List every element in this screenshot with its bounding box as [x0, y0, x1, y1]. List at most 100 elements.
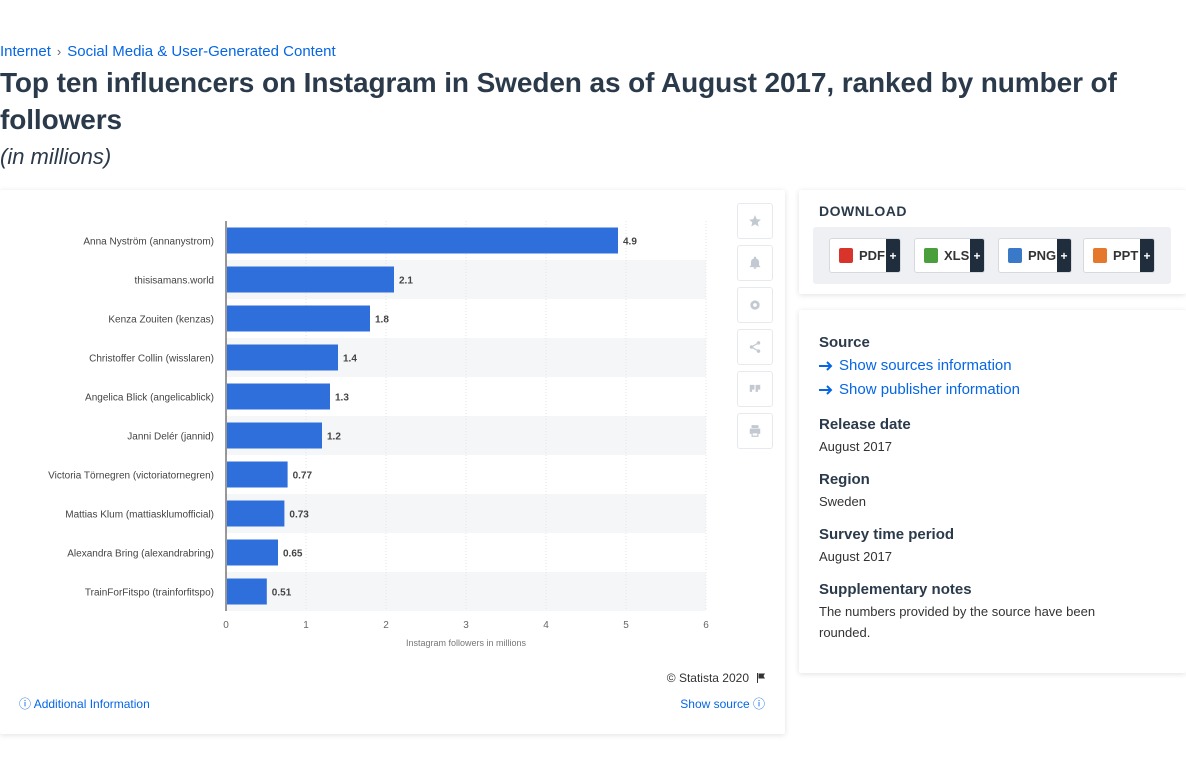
release-date-value: August 2017: [819, 439, 893, 454]
bar: [227, 227, 618, 254]
bell-icon: [749, 256, 761, 269]
show-publisher-link[interactable]: Show publisher information: [819, 381, 1020, 398]
show-source-link[interactable]: Show source ⓘ: [680, 695, 765, 712]
value-label: 2.1: [399, 276, 413, 287]
supplementary-notes-label: Supplementary notes: [819, 581, 972, 598]
x-tick-label: 6: [703, 620, 709, 631]
survey-period-value: August 2017: [819, 549, 893, 564]
cite-button[interactable]: [737, 371, 773, 407]
download-png-button[interactable]: PNG +: [998, 238, 1072, 273]
plus-icon: +: [1140, 239, 1154, 272]
xls-file-icon: [924, 248, 938, 263]
bar: [227, 305, 370, 332]
x-tick-label: 0: [223, 620, 229, 631]
value-label: 0.77: [293, 471, 313, 482]
plus-icon: +: [970, 239, 984, 272]
download-ppt-label: PPT: [1113, 248, 1139, 263]
category-label: Alexandra Bring (alexandrabring): [67, 549, 214, 560]
share-icon: [749, 341, 761, 353]
download-png-label: PNG: [1028, 248, 1057, 263]
info-icon: ⓘ: [752, 697, 765, 711]
x-tick-label: 2: [383, 620, 389, 631]
settings-button[interactable]: [737, 287, 773, 323]
page-subtitle: (in millions): [0, 144, 112, 169]
bar: [227, 383, 330, 410]
download-title: DOWNLOAD: [819, 203, 907, 219]
category-label: Anna Nyström (annanystrom): [83, 237, 214, 248]
download-buttons: PDF + XLS + PNG + PPT +: [813, 227, 1171, 284]
value-label: 0.51: [272, 588, 292, 599]
show-sources-label: Show sources information: [839, 357, 1012, 374]
category-label: thisisamans.world: [135, 276, 214, 287]
flag-icon[interactable]: [755, 672, 767, 684]
x-axis-title: Instagram followers in millions: [406, 638, 527, 648]
value-label: 1.8: [375, 315, 389, 326]
category-label: Mattias Klum (mattiasklumofficial): [65, 510, 214, 521]
chart-card: 0 1 2 3 4 5 6 Anna Nyström (annanystrom) 4.9 this…: [0, 190, 785, 734]
show-sources-link[interactable]: Show sources information: [819, 357, 1012, 374]
bar: [227, 266, 394, 293]
print-icon: [749, 425, 761, 437]
show-publisher-label: Show publisher information: [839, 381, 1020, 398]
copyright: © Statista 2020: [667, 671, 767, 685]
value-label: 0.73: [289, 510, 309, 521]
download-pdf-label: PDF: [859, 248, 885, 263]
bar: [227, 578, 267, 605]
bar-chart: 0 1 2 3 4 5 6 Anna Nyström (annanystrom) 4.9 this…: [48, 221, 709, 648]
download-ppt-button[interactable]: PPT +: [1083, 238, 1155, 273]
bar: [227, 422, 322, 449]
copyright-text: © Statista 2020: [666, 671, 749, 685]
region-value: Sweden: [819, 494, 866, 509]
arrow-right-icon: [819, 384, 833, 395]
download-xls-button[interactable]: XLS +: [914, 238, 985, 273]
download-xls-label: XLS: [944, 248, 970, 263]
category-label: Victoria Törnegren (victoriatornegren): [48, 471, 214, 482]
bar: [227, 500, 285, 527]
chart-tools: [737, 203, 773, 455]
x-tick-label: 1: [303, 620, 309, 631]
breadcrumb-item-social-media[interactable]: Social Media & User-Generated Content: [67, 43, 336, 60]
x-tick-label: 5: [623, 620, 629, 631]
survey-period-label: Survey time period: [819, 526, 955, 543]
breadcrumb-separator: ›: [56, 44, 62, 59]
breadcrumb-item-internet[interactable]: Internet: [0, 43, 51, 60]
statistic-info-card: Source Show sources information Show pub…: [799, 310, 1186, 673]
arrow-right-icon: [819, 360, 833, 371]
print-button[interactable]: [737, 413, 773, 449]
pdf-file-icon: [839, 248, 853, 263]
bar: [227, 461, 288, 488]
ppt-file-icon: [1093, 248, 1107, 263]
page-title: Top ten influencers on Instagram in Swed…: [0, 67, 1117, 135]
download-card: DOWNLOAD PDF + XLS + PNG + PPT +: [799, 190, 1186, 294]
favorite-button[interactable]: [737, 203, 773, 239]
category-label: TrainForFitspo (trainforfitspo): [85, 588, 214, 599]
info-icon: ⓘ: [19, 697, 32, 711]
category-label: Angelica Blick (angelicablick): [85, 393, 214, 404]
show-source-label: Show source: [680, 697, 750, 711]
star-icon: [749, 215, 761, 227]
x-tick-label: 4: [543, 620, 549, 631]
release-date-label: Release date: [819, 416, 911, 433]
bar: [227, 539, 278, 566]
value-label: 1.3: [335, 393, 349, 404]
category-label: Janni Delér (jannid): [127, 432, 214, 443]
gear-icon: [750, 300, 760, 310]
x-tick-label: 3: [463, 620, 469, 631]
value-label: 1.2: [327, 432, 341, 443]
category-label: Christoffer Collin (wisslaren): [89, 354, 214, 365]
bar: [227, 344, 338, 371]
download-pdf-button[interactable]: PDF +: [829, 238, 901, 273]
region-label: Region: [819, 471, 870, 488]
source-label: Source: [819, 334, 870, 351]
png-file-icon: [1008, 248, 1022, 263]
quote-icon: [749, 384, 761, 392]
plus-icon: +: [886, 239, 900, 272]
value-label: 0.65: [283, 549, 303, 560]
plus-icon: +: [1057, 239, 1071, 272]
additional-information-label: Additional Information: [33, 697, 150, 711]
value-label: 4.9: [623, 237, 637, 248]
notification-button[interactable]: [737, 245, 773, 281]
share-button[interactable]: [737, 329, 773, 365]
additional-information-link[interactable]: ⓘ Additional Information: [19, 695, 150, 712]
